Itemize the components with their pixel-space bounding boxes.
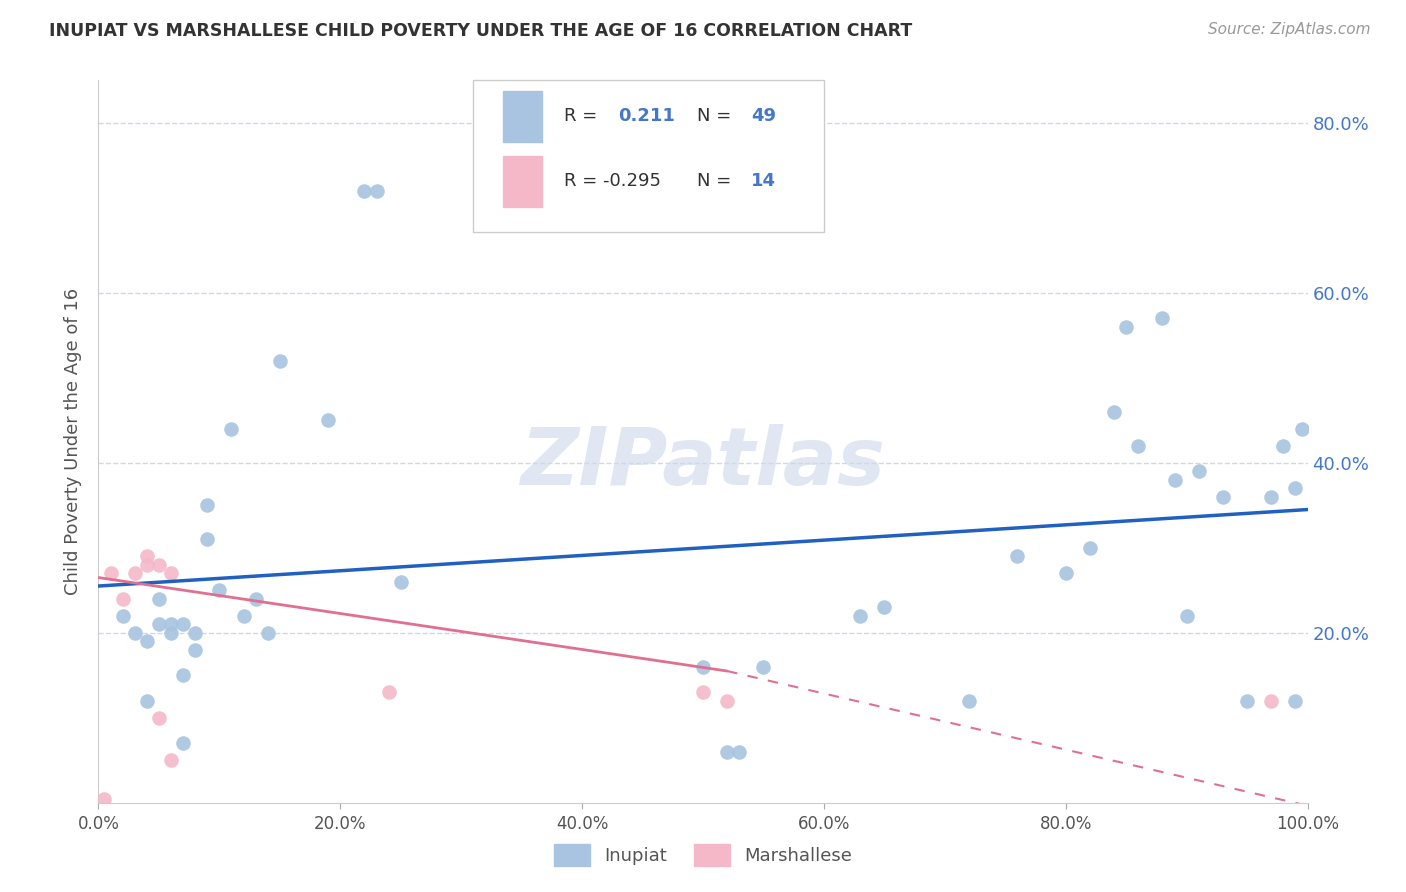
Point [100, 566, 122, 581]
Legend: Inupiat, Marshallese: Inupiat, Marshallese [547, 837, 859, 873]
Point [148, 591, 170, 606]
Point [1260, 490, 1282, 504]
Point [752, 660, 775, 674]
Point [728, 745, 751, 759]
Point [184, 625, 207, 640]
Point [873, 600, 896, 615]
Text: 49: 49 [751, 107, 776, 126]
Point [160, 617, 183, 632]
Point [1272, 439, 1295, 453]
Point [316, 413, 339, 427]
Point [135, 558, 157, 572]
Point [172, 668, 194, 682]
Text: N =: N = [697, 107, 731, 126]
Point [111, 591, 134, 606]
Point [1175, 608, 1198, 623]
Point [172, 736, 194, 750]
Text: 14: 14 [751, 172, 776, 190]
Point [957, 694, 980, 708]
Point [160, 566, 183, 581]
Point [353, 184, 375, 198]
Point [148, 558, 170, 572]
Point [849, 608, 872, 623]
Point [256, 625, 278, 640]
Text: R = -0.295: R = -0.295 [564, 172, 661, 190]
Point [1007, 549, 1029, 564]
Point [1291, 422, 1313, 436]
Point [1102, 405, 1125, 419]
Point [1236, 694, 1258, 708]
Point [195, 533, 218, 547]
Point [135, 694, 157, 708]
FancyBboxPatch shape [474, 80, 824, 232]
Point [111, 608, 134, 623]
Point [1212, 490, 1234, 504]
Point [1115, 319, 1137, 334]
Point [1078, 541, 1101, 555]
Point [148, 711, 170, 725]
Point [148, 617, 170, 632]
Point [692, 660, 714, 674]
Point [135, 634, 157, 648]
Point [716, 694, 738, 708]
Point [124, 566, 146, 581]
Text: INUPIAT VS MARSHALLESE CHILD POVERTY UNDER THE AGE OF 16 CORRELATION CHART: INUPIAT VS MARSHALLESE CHILD POVERTY UND… [49, 22, 912, 40]
Point [1188, 464, 1211, 478]
FancyBboxPatch shape [503, 91, 543, 142]
Point [377, 685, 399, 699]
Text: Source: ZipAtlas.com: Source: ZipAtlas.com [1208, 22, 1371, 37]
Point [245, 591, 267, 606]
Point [195, 498, 218, 512]
Text: ZIPatlas: ZIPatlas [520, 425, 886, 502]
Point [160, 625, 183, 640]
Point [160, 753, 183, 767]
Y-axis label: Child Poverty Under the Age of 16: Child Poverty Under the Age of 16 [65, 288, 83, 595]
Point [389, 574, 412, 589]
Point [93, 791, 115, 805]
Point [1152, 311, 1174, 326]
Point [232, 608, 254, 623]
Point [1260, 694, 1282, 708]
FancyBboxPatch shape [503, 156, 543, 207]
Point [716, 745, 738, 759]
Point [1163, 473, 1185, 487]
Text: N =: N = [697, 172, 731, 190]
Point [269, 353, 291, 368]
Point [366, 184, 388, 198]
Point [172, 617, 194, 632]
Point [1128, 439, 1150, 453]
Text: 0.211: 0.211 [619, 107, 675, 126]
Point [124, 625, 146, 640]
Text: R =: R = [564, 107, 598, 126]
Point [221, 422, 243, 436]
Point [135, 549, 157, 564]
Point [1054, 566, 1077, 581]
Point [184, 642, 207, 657]
Point [692, 685, 714, 699]
Point [1284, 694, 1306, 708]
Point [208, 583, 231, 598]
Point [1284, 481, 1306, 495]
